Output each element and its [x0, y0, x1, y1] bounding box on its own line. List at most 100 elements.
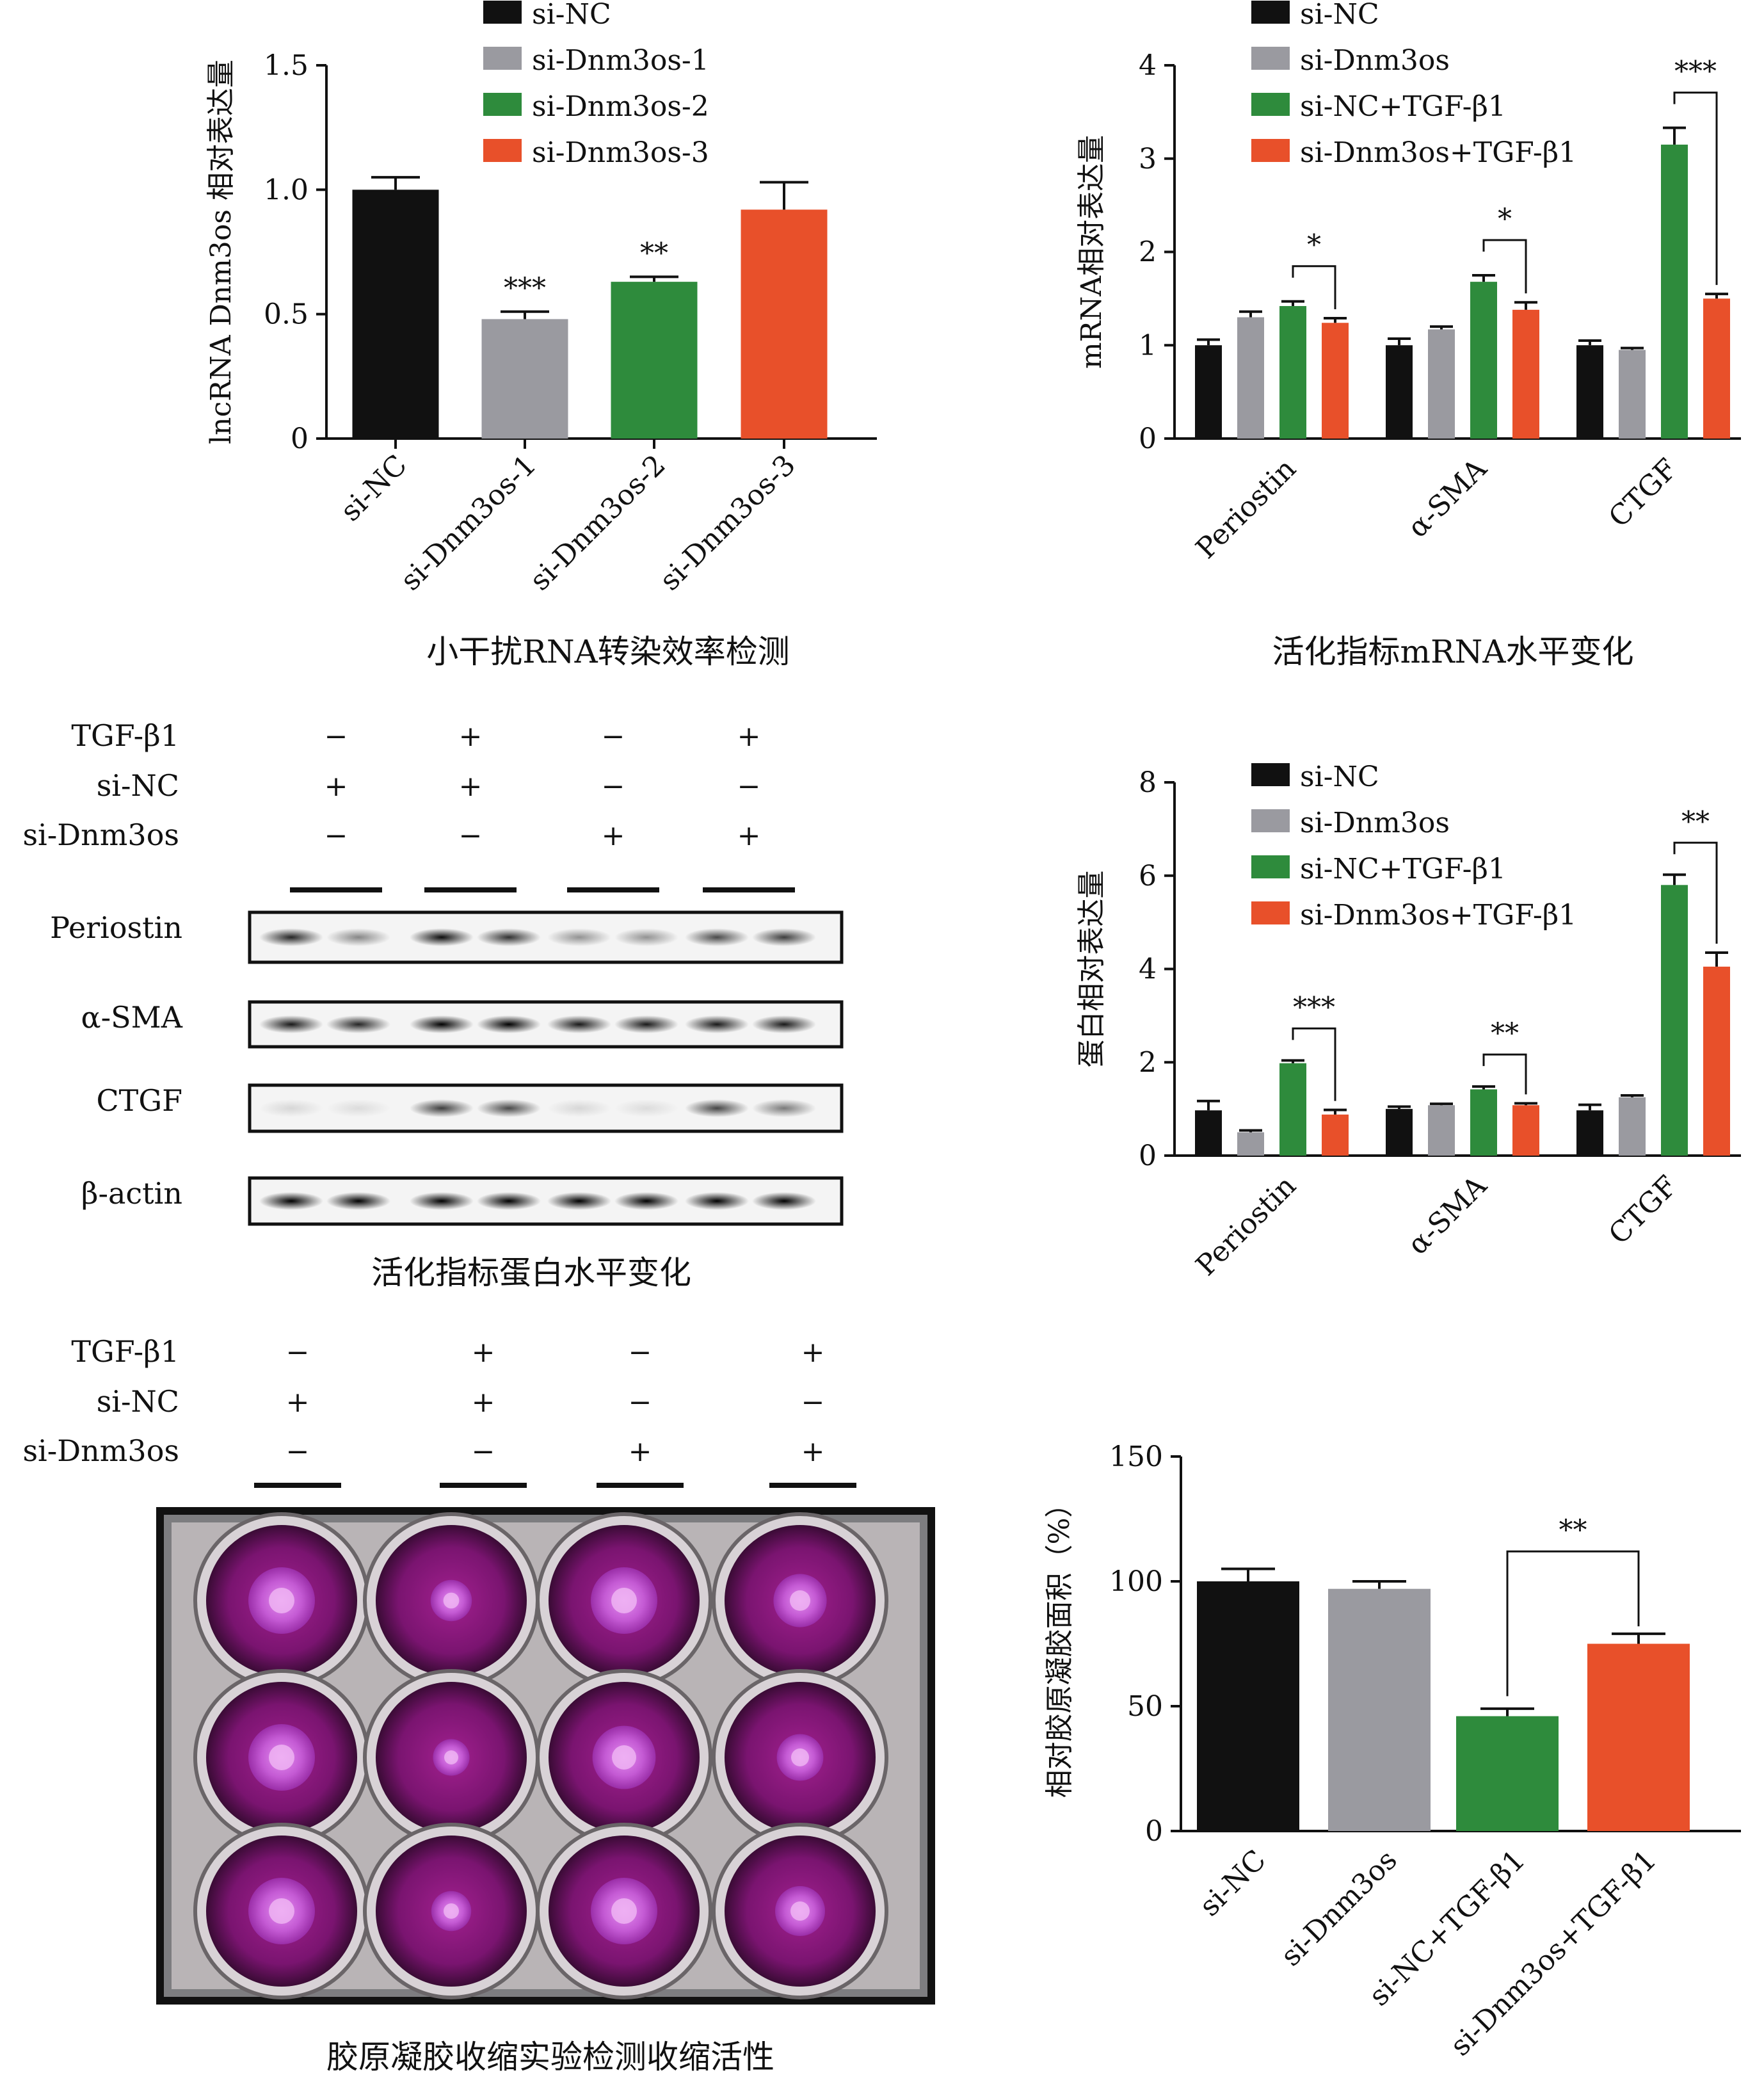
condition-sign: +	[737, 720, 761, 753]
gel-disc-center	[269, 1745, 294, 1770]
blot-band	[410, 1099, 474, 1117]
legend-label: si-NC	[1300, 0, 1379, 31]
bar	[1576, 1110, 1603, 1156]
gel-disc-center	[269, 1588, 294, 1613]
y-tick-label: 1.5	[264, 49, 309, 82]
bar	[1587, 1643, 1690, 1831]
condition-sign: −	[602, 720, 625, 753]
condition-label: si-NC	[97, 768, 179, 803]
blot-band	[685, 1099, 749, 1117]
blot-band	[752, 1099, 816, 1117]
blot-band	[614, 1192, 678, 1210]
gel-disc-center	[790, 1590, 810, 1611]
legend-label: si-NC+TGF-β1	[1300, 90, 1506, 123]
caption-western: 活化指标蛋白水平变化	[371, 1254, 691, 1291]
gel-disc-center	[612, 1745, 636, 1770]
blot-band	[752, 1192, 816, 1210]
condition-sign: −	[602, 770, 625, 803]
legend-swatch	[1251, 1, 1290, 24]
condition-label: si-Dnm3os	[22, 818, 179, 852]
bar	[1195, 1110, 1222, 1156]
blot-band	[259, 1099, 323, 1117]
condition-sign: +	[325, 770, 348, 803]
x-tick-label: si-Dnm3os	[1274, 1844, 1403, 1973]
gel-disc-center	[443, 1592, 460, 1609]
condition-sign: +	[801, 1336, 825, 1369]
y-tick-label: 4	[1139, 49, 1157, 82]
condition-sign: +	[737, 819, 761, 852]
y-tick-label: 100	[1109, 1565, 1163, 1598]
blot-band	[477, 1099, 541, 1117]
y-tick-label: 4	[1139, 953, 1157, 986]
gel-disc-center	[444, 1750, 458, 1764]
bar	[1619, 350, 1646, 439]
blot-band	[326, 928, 390, 946]
condition-sign: +	[286, 1386, 310, 1419]
significance-bracket	[1292, 265, 1336, 309]
legend-swatch	[1251, 809, 1290, 832]
legend-label: si-Dnm3os+TGF-β1	[1300, 136, 1576, 169]
blot-band	[685, 1192, 749, 1210]
bar	[1512, 1105, 1539, 1156]
condition-label: TGF-β1	[71, 718, 179, 753]
legend-label: si-Dnm3os-3	[532, 136, 709, 169]
bar	[1328, 1588, 1431, 1831]
blot-band	[259, 1192, 323, 1210]
blot-band	[477, 928, 541, 946]
condition-label: TGF-β1	[71, 1334, 179, 1369]
legend-swatch	[1251, 139, 1290, 162]
bar	[741, 209, 828, 439]
legend-swatch	[1251, 93, 1290, 116]
x-tick-label: si-Dnm3os-1	[394, 449, 543, 597]
x-tick-label: α-SMA	[1402, 1169, 1494, 1261]
condition-sign: −	[459, 819, 483, 852]
gel-disc-center	[791, 1748, 809, 1766]
bar	[1279, 1063, 1306, 1156]
legend-swatch	[483, 139, 522, 162]
bar	[1470, 1089, 1497, 1156]
bar	[1428, 1105, 1455, 1156]
bar	[1661, 144, 1688, 439]
legend-swatch	[1251, 47, 1290, 70]
y-tick-label: 1.0	[264, 174, 309, 206]
condition-sign: −	[629, 1336, 652, 1369]
condition-sign: −	[325, 720, 348, 753]
blot-band	[547, 928, 611, 946]
bar	[1456, 1716, 1559, 1831]
blot-band	[410, 1015, 474, 1033]
blot-band	[547, 1192, 611, 1210]
bar	[1703, 966, 1730, 1156]
blot-band	[477, 1192, 541, 1210]
significance-label: **	[640, 237, 668, 270]
y-tick-label: 8	[1139, 766, 1157, 799]
y-tick-label: 2	[1139, 1046, 1157, 1079]
legend-swatch	[483, 47, 522, 70]
legend-label: si-Dnm3os-2	[532, 90, 709, 123]
significance-bracket	[1482, 1053, 1527, 1095]
significance-label: **	[1681, 805, 1710, 838]
y-tick-label: 6	[1139, 860, 1157, 892]
gel-disc-center	[611, 1588, 637, 1613]
condition-sign: +	[801, 1435, 825, 1468]
blot-band	[477, 1015, 541, 1033]
y-axis-label: mRNA相对表达量	[1075, 135, 1108, 369]
caption-gel: 胶原凝胶收缩实验检测收缩活性	[326, 2038, 774, 2076]
gel-disc-center	[790, 1901, 810, 1921]
bar	[1197, 1581, 1299, 1831]
significance-label: ***	[504, 272, 546, 305]
legend-swatch	[483, 1, 522, 24]
blot-band	[752, 1015, 816, 1033]
y-axis-label: 相对胶原凝胶面积（%）	[1043, 1490, 1076, 1798]
blot-band	[685, 928, 749, 946]
x-tick-label: si-Dnm3os-2	[524, 449, 672, 597]
legend-label: si-Dnm3os	[1300, 807, 1450, 839]
condition-label: si-NC	[97, 1384, 179, 1419]
significance-label: **	[1559, 1514, 1587, 1547]
x-tick-label: si-Dnm3os-3	[653, 449, 802, 597]
caption-mrna: 活化指标mRNA水平变化	[1272, 633, 1634, 670]
condition-sign: +	[472, 1386, 495, 1419]
significance-bracket	[1673, 841, 1718, 944]
significance-label: ***	[1293, 991, 1335, 1024]
